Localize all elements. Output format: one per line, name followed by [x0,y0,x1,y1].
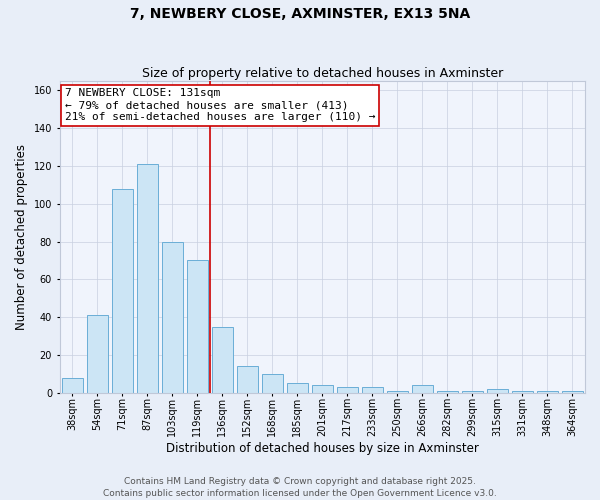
Y-axis label: Number of detached properties: Number of detached properties [15,144,28,330]
Title: Size of property relative to detached houses in Axminster: Size of property relative to detached ho… [142,66,503,80]
Bar [562,391,583,393]
Bar [437,391,458,393]
Bar [287,384,308,393]
Text: 7 NEWBERY CLOSE: 131sqm
← 79% of detached houses are smaller (413)
21% of semi-d: 7 NEWBERY CLOSE: 131sqm ← 79% of detache… [65,88,376,122]
Bar [187,260,208,393]
Text: 7, NEWBERY CLOSE, AXMINSTER, EX13 5NA: 7, NEWBERY CLOSE, AXMINSTER, EX13 5NA [130,8,470,22]
Bar [137,164,158,393]
Bar [512,391,533,393]
Bar [312,386,333,393]
Bar [487,389,508,393]
Bar [112,188,133,393]
Bar [236,366,258,393]
Text: Contains HM Land Registry data © Crown copyright and database right 2025.
Contai: Contains HM Land Registry data © Crown c… [103,476,497,498]
Bar [462,391,483,393]
Bar [262,374,283,393]
Bar [161,242,183,393]
Bar [86,316,108,393]
Bar [387,391,408,393]
Bar [412,386,433,393]
Bar [537,391,558,393]
X-axis label: Distribution of detached houses by size in Axminster: Distribution of detached houses by size … [166,442,479,455]
Bar [62,378,83,393]
Bar [337,387,358,393]
Bar [212,326,233,393]
Bar [362,387,383,393]
